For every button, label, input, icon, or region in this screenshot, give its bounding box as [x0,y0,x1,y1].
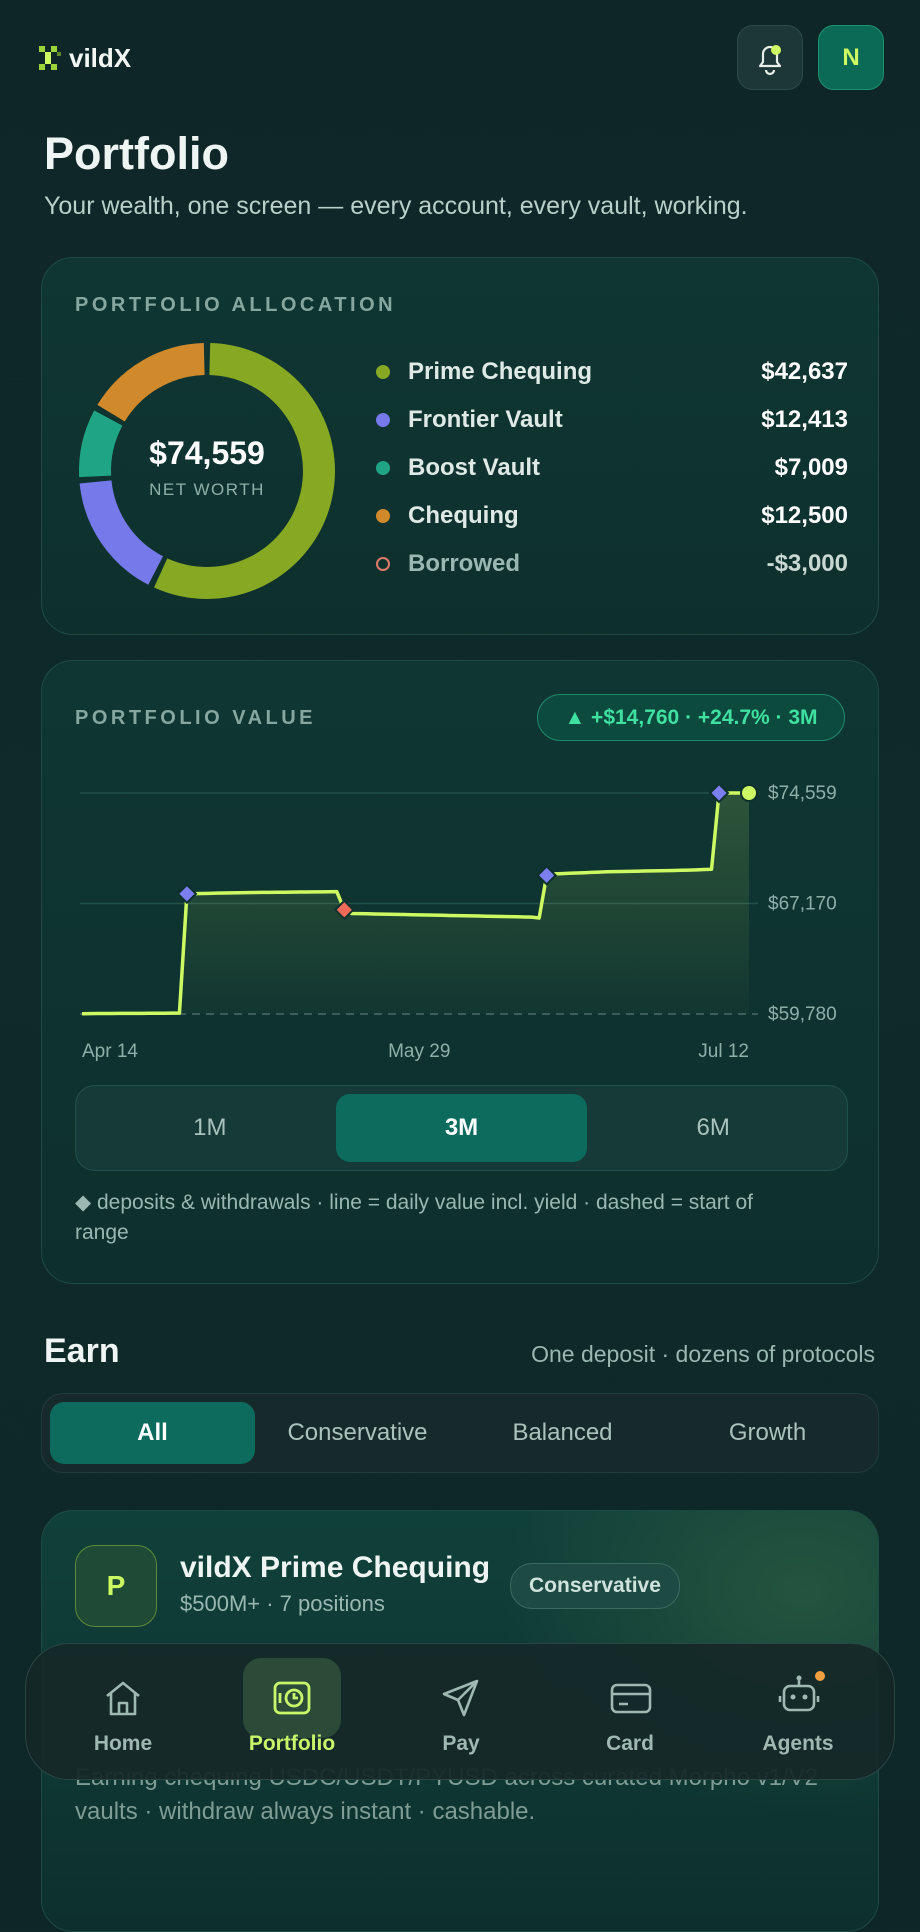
vault-icon: P [75,1545,157,1627]
vault-meta: $500M+ · 7 positions [180,1591,385,1616]
risk-filter: All Conservative Balanced Growth [41,1393,879,1473]
nav-label: Home [93,1732,153,1755]
donut-segment [79,410,123,478]
filter-option[interactable]: All [50,1402,255,1464]
bottom-nav: Home Portfolio Pay Card Agents [25,1643,895,1780]
notifications-button[interactable] [737,25,803,90]
section-title: Earn [44,1332,120,1370]
legend-row: Boost Vault $7,009 [372,444,848,492]
card-heading: PORTFOLIO VALUE [75,707,317,729]
nav-label: Card [606,1732,654,1755]
legend-value: $7,009 [774,454,848,481]
allocation-legend: Prime Chequing $42,637 Frontier Vault $12,4… [372,348,848,588]
event-marker [536,864,558,886]
page-subtitle: Your wealth, one screen — every account,… [44,192,748,220]
legend-value: $42,637 [761,358,848,385]
card-icon [610,1683,652,1714]
nav-portfolio[interactable]: Portfolio [237,1644,347,1779]
range-option[interactable]: 6M [696,1114,730,1141]
legend-name: Prime Chequing [408,358,593,385]
range-selector: 1M 3M 6M [75,1085,848,1171]
legend-value: $12,413 [761,406,848,433]
vault-name: vildX Prime Chequing [180,1551,491,1584]
event-marker [333,899,355,921]
home-icon [106,1681,140,1716]
chart-note: ◆ deposits & withdrawals · line = daily … [75,1191,753,1244]
donut-segment [154,343,335,599]
nav-label: Agents [762,1732,834,1755]
x-tick-label: Jul 12 [698,1041,749,1062]
change-badge: ▲ +$14,760 · +24.7% · 3M [537,694,845,741]
logo-text: vildX [69,42,132,73]
range-option[interactable]: 3M [335,1094,588,1162]
legend-row: Frontier Vault $12,413 [372,396,848,444]
nav-label: Pay [442,1732,480,1755]
y-tick-label: $67,170 [768,893,837,914]
nav-pay[interactable]: Pay [406,1644,516,1779]
net-worth: $74,559 [149,435,265,471]
donut-segment [79,479,164,585]
bell-icon [758,45,782,76]
legend-row: Borrowed -$3,000 [372,540,848,588]
legend-dot [376,365,390,379]
x-tick-label: May 29 [388,1041,450,1062]
legend-name: Borrowed [408,550,521,577]
donut-chart: $74,559 NET WORTH [79,343,335,599]
y-tick-label: $74,559 [768,783,837,804]
end-marker [740,784,758,802]
legend-row: Chequing $12,500 [372,492,848,540]
legend-name: Boost Vault [408,454,541,481]
section-tagline: One deposit · dozens of protocols [531,1341,875,1367]
event-marker [708,782,730,804]
donut-segment [97,343,206,422]
area [82,793,749,1014]
logo-mark [39,46,61,70]
filter-option[interactable]: Balanced [512,1419,613,1446]
nav-label: Portfolio [248,1732,336,1755]
legend-dot [376,509,390,523]
legend-dot [376,413,390,427]
legend-name: Chequing [408,502,519,529]
net-worth-label: NET WORTH [149,480,265,499]
value-chart: $59,780 $67,170 $74,559 Apr 14 May 29 Jul 12 [80,782,837,1062]
avatar[interactable]: N [818,25,884,90]
y-tick-label: $59,780 [768,1004,837,1025]
filter-option[interactable]: Conservative [287,1419,428,1446]
agents-icon [778,1671,825,1712]
nav-home[interactable]: Home [68,1644,178,1779]
allocation-card: PORTFOLIO ALLOCATION $74,559 NET WORTH P… [41,257,879,635]
legend-value: $12,500 [761,502,848,529]
filter-option[interactable]: Growth [728,1419,807,1446]
legend-name: Frontier Vault [408,406,563,433]
x-tick-label: Apr 14 [82,1041,138,1062]
range-option[interactable]: 1M [193,1114,227,1141]
logo[interactable]: vildX [39,42,131,74]
legend-row: Prime Chequing $42,637 [372,348,848,396]
event-marker [176,883,198,905]
card-heading: PORTFOLIO ALLOCATION [75,294,397,316]
legend-value: -$3,000 [766,550,848,577]
legend-dot [376,557,390,571]
legend-dot [376,461,390,475]
nav-agents[interactable]: Agents [743,1644,853,1779]
nav-card[interactable]: Card [575,1644,685,1779]
pay-icon [442,1679,479,1717]
page-title: Portfolio [44,128,229,179]
portfolio-icon [273,1681,311,1715]
risk-badge: Conservative [510,1563,680,1609]
